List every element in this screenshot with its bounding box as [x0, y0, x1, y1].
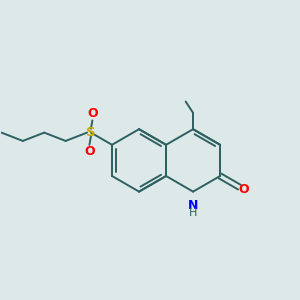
Text: O: O	[87, 107, 98, 120]
Text: O: O	[84, 145, 95, 158]
Text: S: S	[86, 126, 96, 139]
Text: N: N	[188, 199, 198, 212]
Text: H: H	[189, 208, 197, 218]
Text: O: O	[239, 183, 249, 196]
